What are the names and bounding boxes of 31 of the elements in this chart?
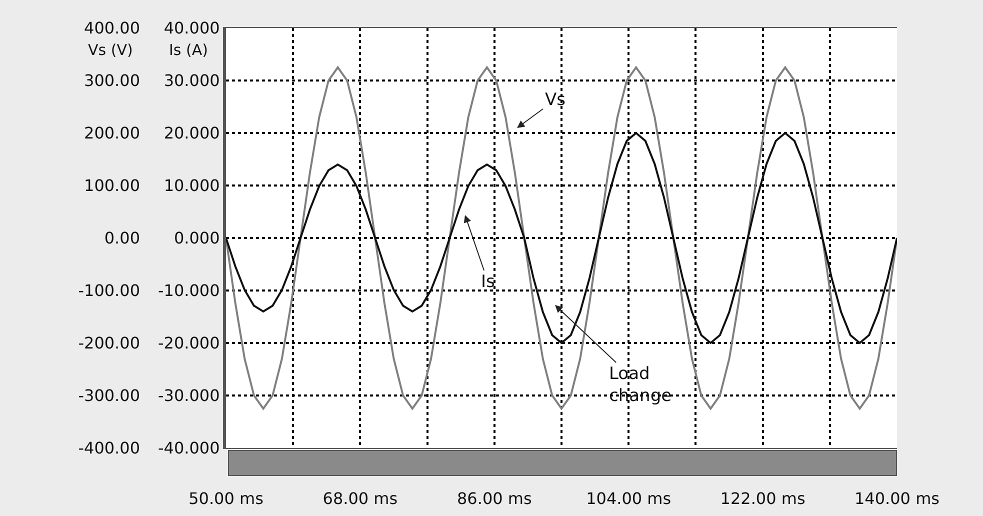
- y2-tick-label: -10.000: [158, 281, 220, 300]
- x-tick-label: 122.00 ms: [720, 489, 806, 508]
- annotation: Load change: [609, 364, 672, 406]
- y2-tick-label: -30.000: [158, 386, 220, 406]
- y-tick-label: 0.00: [104, 228, 140, 248]
- y2-tick-label: 0.000: [174, 228, 220, 248]
- y-tick-label: -400.00: [78, 438, 140, 458]
- y-tick-label: 100.00: [84, 176, 140, 196]
- y2-tick-label: 20.000: [164, 124, 220, 143]
- x-tick-label: 140.00 ms: [854, 489, 940, 508]
- line-series: [226, 132, 897, 344]
- y-tick-label: 400.00: [84, 18, 140, 38]
- annotation: Is: [481, 272, 496, 292]
- y-tick-label: 300.00: [84, 71, 140, 90]
- x-tick-label: 50.00 ms: [188, 489, 264, 508]
- y2-tick-label: 40.000: [164, 18, 220, 38]
- line-series: [226, 66, 897, 410]
- annotation: Vs: [545, 90, 566, 110]
- y2-tick-label: 10.000: [164, 176, 220, 196]
- y-tick-label: -300.00: [78, 386, 140, 406]
- y2-axis-title: Is (A): [169, 41, 208, 59]
- y-tick-label: -100.00: [78, 281, 140, 300]
- x-tick-label: 68.00 ms: [322, 489, 398, 508]
- y2-tick-label: -20.000: [158, 334, 220, 353]
- y2-tick-label: 30.000: [164, 71, 220, 90]
- x-tick-label: 86.00 ms: [456, 489, 532, 508]
- y-axis-title: Vs (V): [88, 41, 133, 59]
- y2-tick-label: -40.000: [158, 438, 220, 458]
- y-tick-label: -200.00: [78, 334, 140, 353]
- y-tick-label: 200.00: [84, 124, 140, 143]
- x-tick-label: 104.00 ms: [586, 489, 672, 508]
